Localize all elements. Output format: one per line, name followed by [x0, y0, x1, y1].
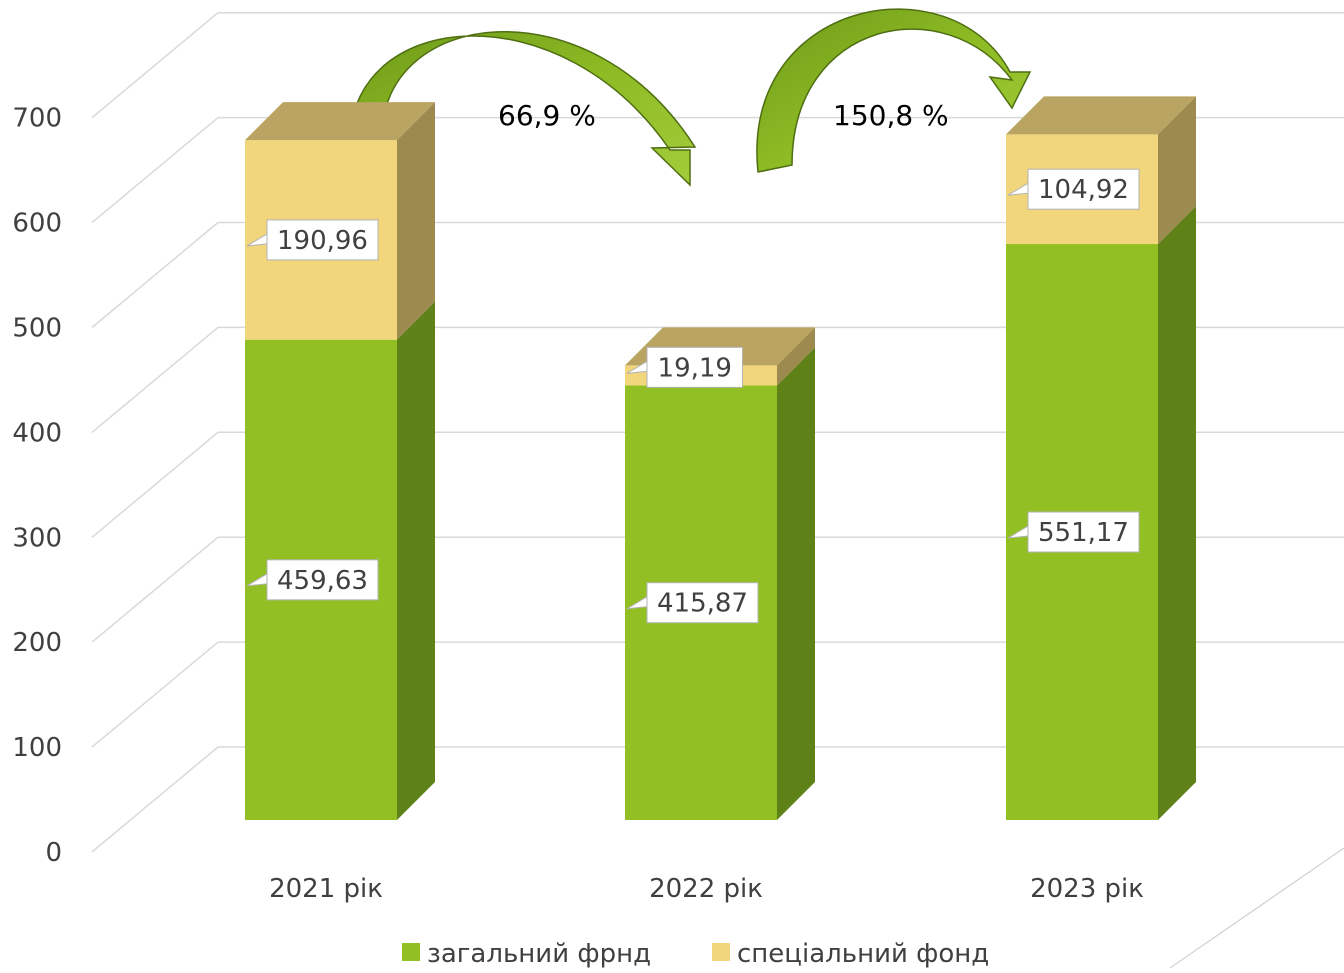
data-label-text: 551,17 [1038, 518, 1129, 548]
bar-general-side [397, 301, 435, 820]
data-label-box [1027, 511, 1140, 553]
legend-swatch-special [712, 943, 730, 961]
bar-special-side [1158, 96, 1196, 245]
bar-general-side [1158, 206, 1196, 820]
gridline-diag [91, 536, 219, 643]
legend-label-general: загальний фрнд [427, 939, 651, 969]
data-label-box [646, 582, 759, 624]
x-category-label: 2022 рік [649, 874, 763, 904]
x-axis-categories: 2021 рік 2022 рік 2023 рік [269, 874, 1144, 904]
data-label-text: 415,87 [657, 589, 748, 619]
x-category-label: 2021 рік [269, 874, 383, 904]
data-label-text: 459,63 [277, 566, 368, 596]
growth-annotation-2: 150,8 % [833, 99, 949, 132]
data-labels: 459,63 190,96 415,87 19,19 551,17 104,92 [246, 168, 1140, 624]
data-label-text: 190,96 [277, 226, 368, 256]
gridline-diag [91, 431, 219, 538]
gridline-diag [91, 746, 219, 853]
gridline-diag [91, 117, 219, 224]
gridline-diag [91, 326, 219, 433]
x-category-label: 2023 рік [1030, 874, 1144, 904]
gridline-diag [91, 641, 219, 748]
legend-swatch-general [402, 943, 420, 961]
bar-top [245, 102, 435, 141]
data-label: 190,96 [246, 219, 379, 261]
data-label: 415,87 [626, 582, 759, 624]
bar-special-side [777, 327, 815, 386]
data-label-text: 19,19 [658, 353, 732, 383]
y-tick-label: 500 [12, 314, 62, 344]
data-label: 19,19 [626, 346, 743, 388]
data-label-box [646, 346, 743, 388]
y-tick-label: 600 [12, 209, 62, 239]
y-axis-ticks: 0 100 200 300 400 500 600 700 [12, 104, 62, 868]
legend-label-special: спеціальний фонд [737, 939, 989, 969]
data-label-box [266, 559, 379, 601]
bar-top [1006, 96, 1196, 135]
growth-annotation-1: 66,9 % [498, 99, 596, 132]
y-tick-label: 100 [12, 733, 62, 763]
data-label: 104,92 [1007, 168, 1140, 210]
data-label-box [1027, 168, 1140, 210]
data-label: 459,63 [246, 559, 379, 601]
bar-special-side [397, 102, 435, 340]
data-label-text: 104,92 [1038, 175, 1129, 205]
decorative-corner-line [1169, 847, 1344, 969]
y-tick-label: 200 [12, 628, 62, 658]
curved-arrow-1 [349, 31, 697, 187]
y-tick-label: 700 [12, 104, 62, 134]
gridline-diag [91, 12, 219, 119]
bar-general-side [777, 347, 815, 820]
data-label: 551,17 [1007, 511, 1140, 553]
growth-arrows: 66,9 % 150,8 % [349, 8, 1032, 187]
curved-arrow-2 [756, 8, 1032, 173]
gridline-diag [91, 221, 219, 329]
legend: загальний фрнд спеціальний фонд [402, 939, 989, 969]
y-tick-label: 0 [45, 838, 62, 868]
data-label-box [266, 219, 379, 261]
y-tick-label: 400 [12, 418, 62, 448]
y-tick-label: 300 [12, 523, 62, 553]
